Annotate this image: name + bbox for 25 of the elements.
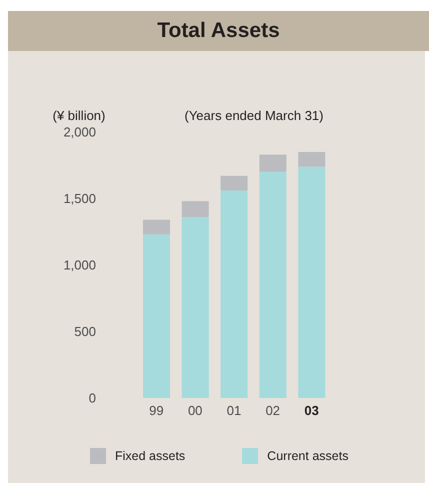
bar <box>298 166 326 398</box>
x-tick-label: 99 <box>149 403 164 418</box>
bar <box>182 217 209 398</box>
bar <box>220 190 248 398</box>
legend-label: Current assets <box>267 449 348 463</box>
y-tick-label: 1,000 <box>63 258 96 273</box>
y-tick-label: 500 <box>74 324 96 340</box>
legend-label: Fixed assets <box>115 449 186 463</box>
y-tick-label: 2,000 <box>63 124 96 140</box>
x-tick-label: 01 <box>226 403 242 418</box>
bar <box>182 201 209 218</box>
chart-title: Total Assets <box>157 19 280 43</box>
y-tick-label: 0 <box>88 390 96 406</box>
x-tick-label: 00 <box>188 403 202 418</box>
bar <box>143 234 170 398</box>
bar <box>143 220 170 234</box>
y-axis-title: (¥ billion) <box>52 108 106 123</box>
x-tick-label: 03 <box>304 403 319 418</box>
chart-subtitle: (Years ended March 31) <box>184 108 324 123</box>
x-tick-label: 02 <box>266 403 280 418</box>
y-tick-label: 1,500 <box>63 191 96 206</box>
bar <box>259 172 286 398</box>
bar <box>220 176 248 191</box>
bar <box>259 154 286 172</box>
bar <box>298 152 326 167</box>
